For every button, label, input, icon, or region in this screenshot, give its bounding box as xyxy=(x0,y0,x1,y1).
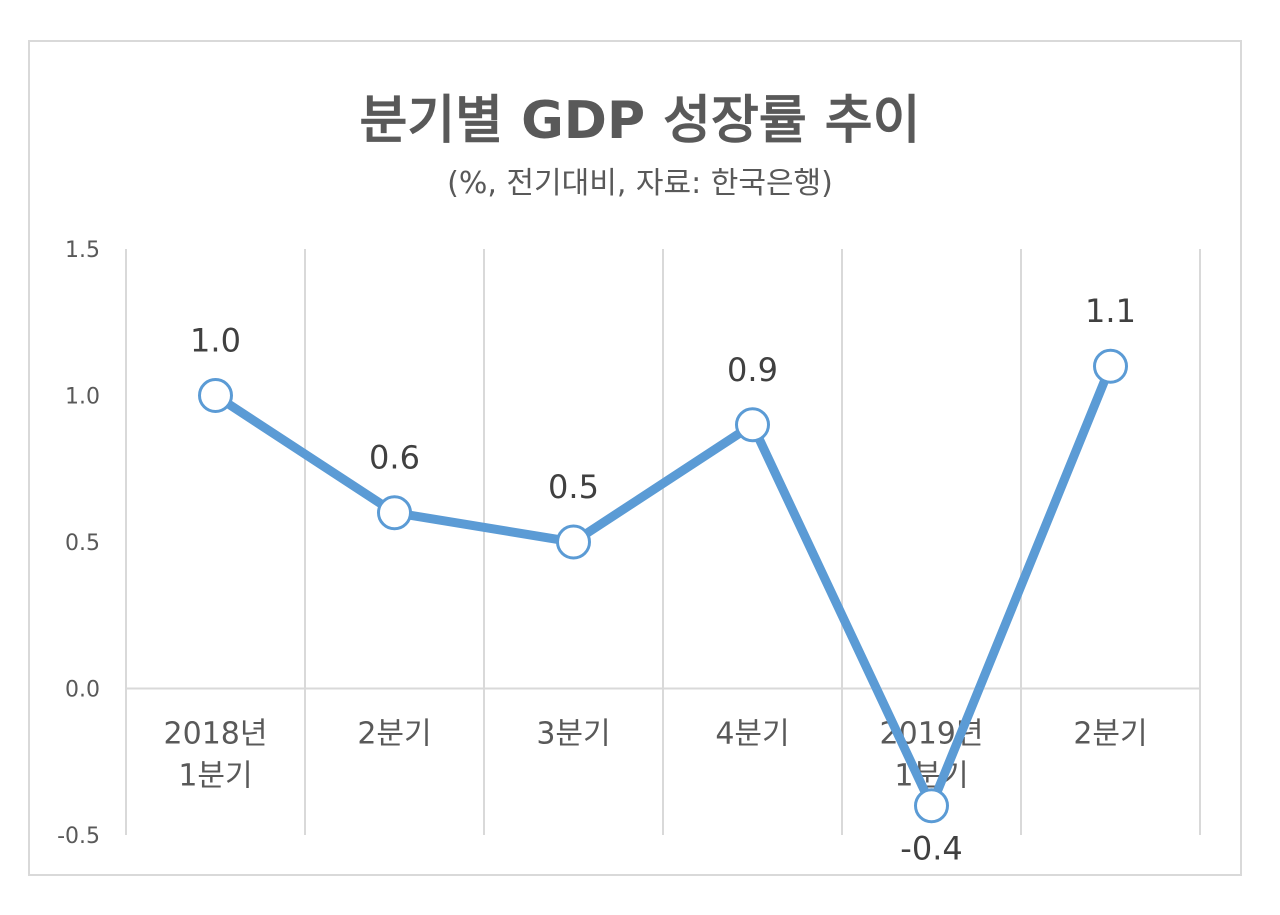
y-tick-label: 0.5 xyxy=(65,531,100,556)
data-label: 1.0 xyxy=(190,322,241,360)
y-tick-label: -0.5 xyxy=(57,824,100,849)
x-tick-label: 2분기 xyxy=(357,717,431,752)
y-tick-label: 0.0 xyxy=(65,678,100,703)
data-point-marker xyxy=(377,495,412,531)
data-point-marker xyxy=(735,407,770,443)
chart-subtitle: (%, 전기대비, 자료: 한국은행) xyxy=(447,166,833,201)
data-point-marker xyxy=(1093,348,1128,384)
data-point-marker xyxy=(556,524,591,560)
series-line xyxy=(211,361,1115,811)
data-label: 1.1 xyxy=(1085,292,1136,330)
x-tick-label: 1분기 xyxy=(178,759,252,794)
data-label: 0.5 xyxy=(548,468,599,506)
x-tick-label: 2분기 xyxy=(1073,717,1147,752)
x-tick-label: 3분기 xyxy=(536,717,610,752)
y-tick-label: 1.5 xyxy=(65,238,100,263)
chart-title: 분기별 GDP 성장률 추이 xyxy=(359,91,921,151)
x-tick-label: 1분기 xyxy=(894,759,968,794)
y-tick-label: 1.0 xyxy=(65,385,100,410)
data-label: -0.4 xyxy=(900,830,962,868)
data-label: 0.9 xyxy=(727,351,778,389)
x-tick-label: 2018년 xyxy=(164,717,268,752)
data-label: 0.6 xyxy=(369,439,420,477)
x-tick-label: 4분기 xyxy=(715,717,789,752)
data-point-marker xyxy=(914,788,949,824)
chart-frame xyxy=(28,40,1242,876)
data-point-marker xyxy=(198,378,233,413)
